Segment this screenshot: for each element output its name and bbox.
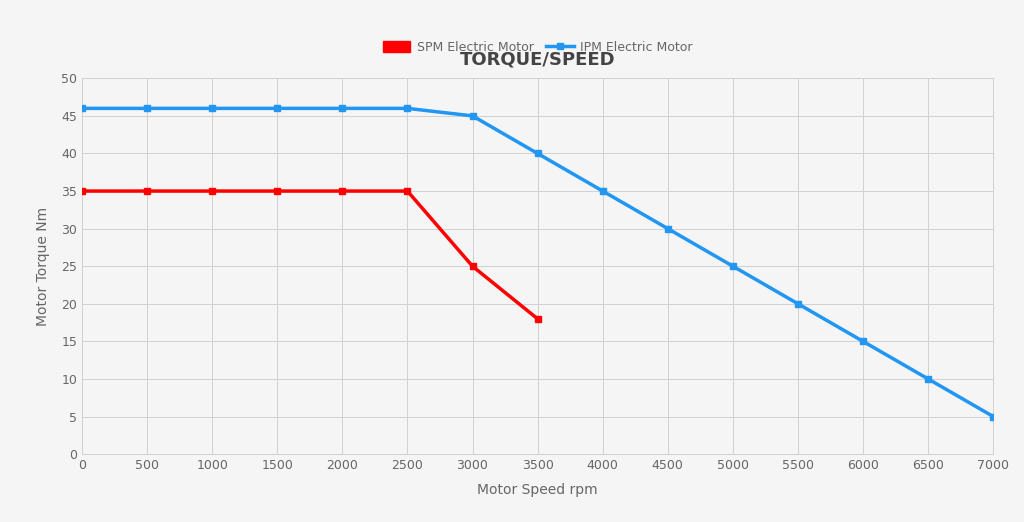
IPM Electric Motor bbox=[792, 301, 804, 307]
IPM Electric Motor bbox=[531, 150, 544, 157]
IPM Electric Motor bbox=[401, 105, 414, 112]
SPM Electric Motor bbox=[336, 188, 348, 194]
SPM Electric Motor bbox=[206, 188, 218, 194]
IPM Electric Motor bbox=[76, 105, 88, 112]
IPM Electric Motor bbox=[727, 263, 739, 269]
IPM Electric Motor bbox=[857, 338, 869, 345]
SPM Electric Motor bbox=[466, 263, 478, 269]
Legend: SPM Electric Motor, IPM Electric Motor: SPM Electric Motor, IPM Electric Motor bbox=[378, 35, 697, 58]
SPM Electric Motor bbox=[531, 316, 544, 322]
X-axis label: Motor Speed rpm: Motor Speed rpm bbox=[477, 483, 598, 497]
IPM Electric Motor bbox=[141, 105, 154, 112]
IPM Electric Motor bbox=[597, 188, 609, 194]
SPM Electric Motor bbox=[271, 188, 284, 194]
SPM Electric Motor bbox=[401, 188, 414, 194]
Title: TORQUE/SPEED: TORQUE/SPEED bbox=[460, 51, 615, 68]
IPM Electric Motor bbox=[206, 105, 218, 112]
Y-axis label: Motor Torque Nm: Motor Torque Nm bbox=[36, 207, 50, 326]
Line: SPM Electric Motor: SPM Electric Motor bbox=[79, 188, 541, 322]
IPM Electric Motor bbox=[987, 413, 999, 420]
IPM Electric Motor bbox=[922, 376, 934, 382]
IPM Electric Motor bbox=[271, 105, 284, 112]
Line: IPM Electric Motor: IPM Electric Motor bbox=[79, 105, 996, 419]
IPM Electric Motor bbox=[336, 105, 348, 112]
SPM Electric Motor bbox=[141, 188, 154, 194]
IPM Electric Motor bbox=[466, 113, 478, 119]
SPM Electric Motor bbox=[76, 188, 88, 194]
IPM Electric Motor bbox=[662, 226, 674, 232]
